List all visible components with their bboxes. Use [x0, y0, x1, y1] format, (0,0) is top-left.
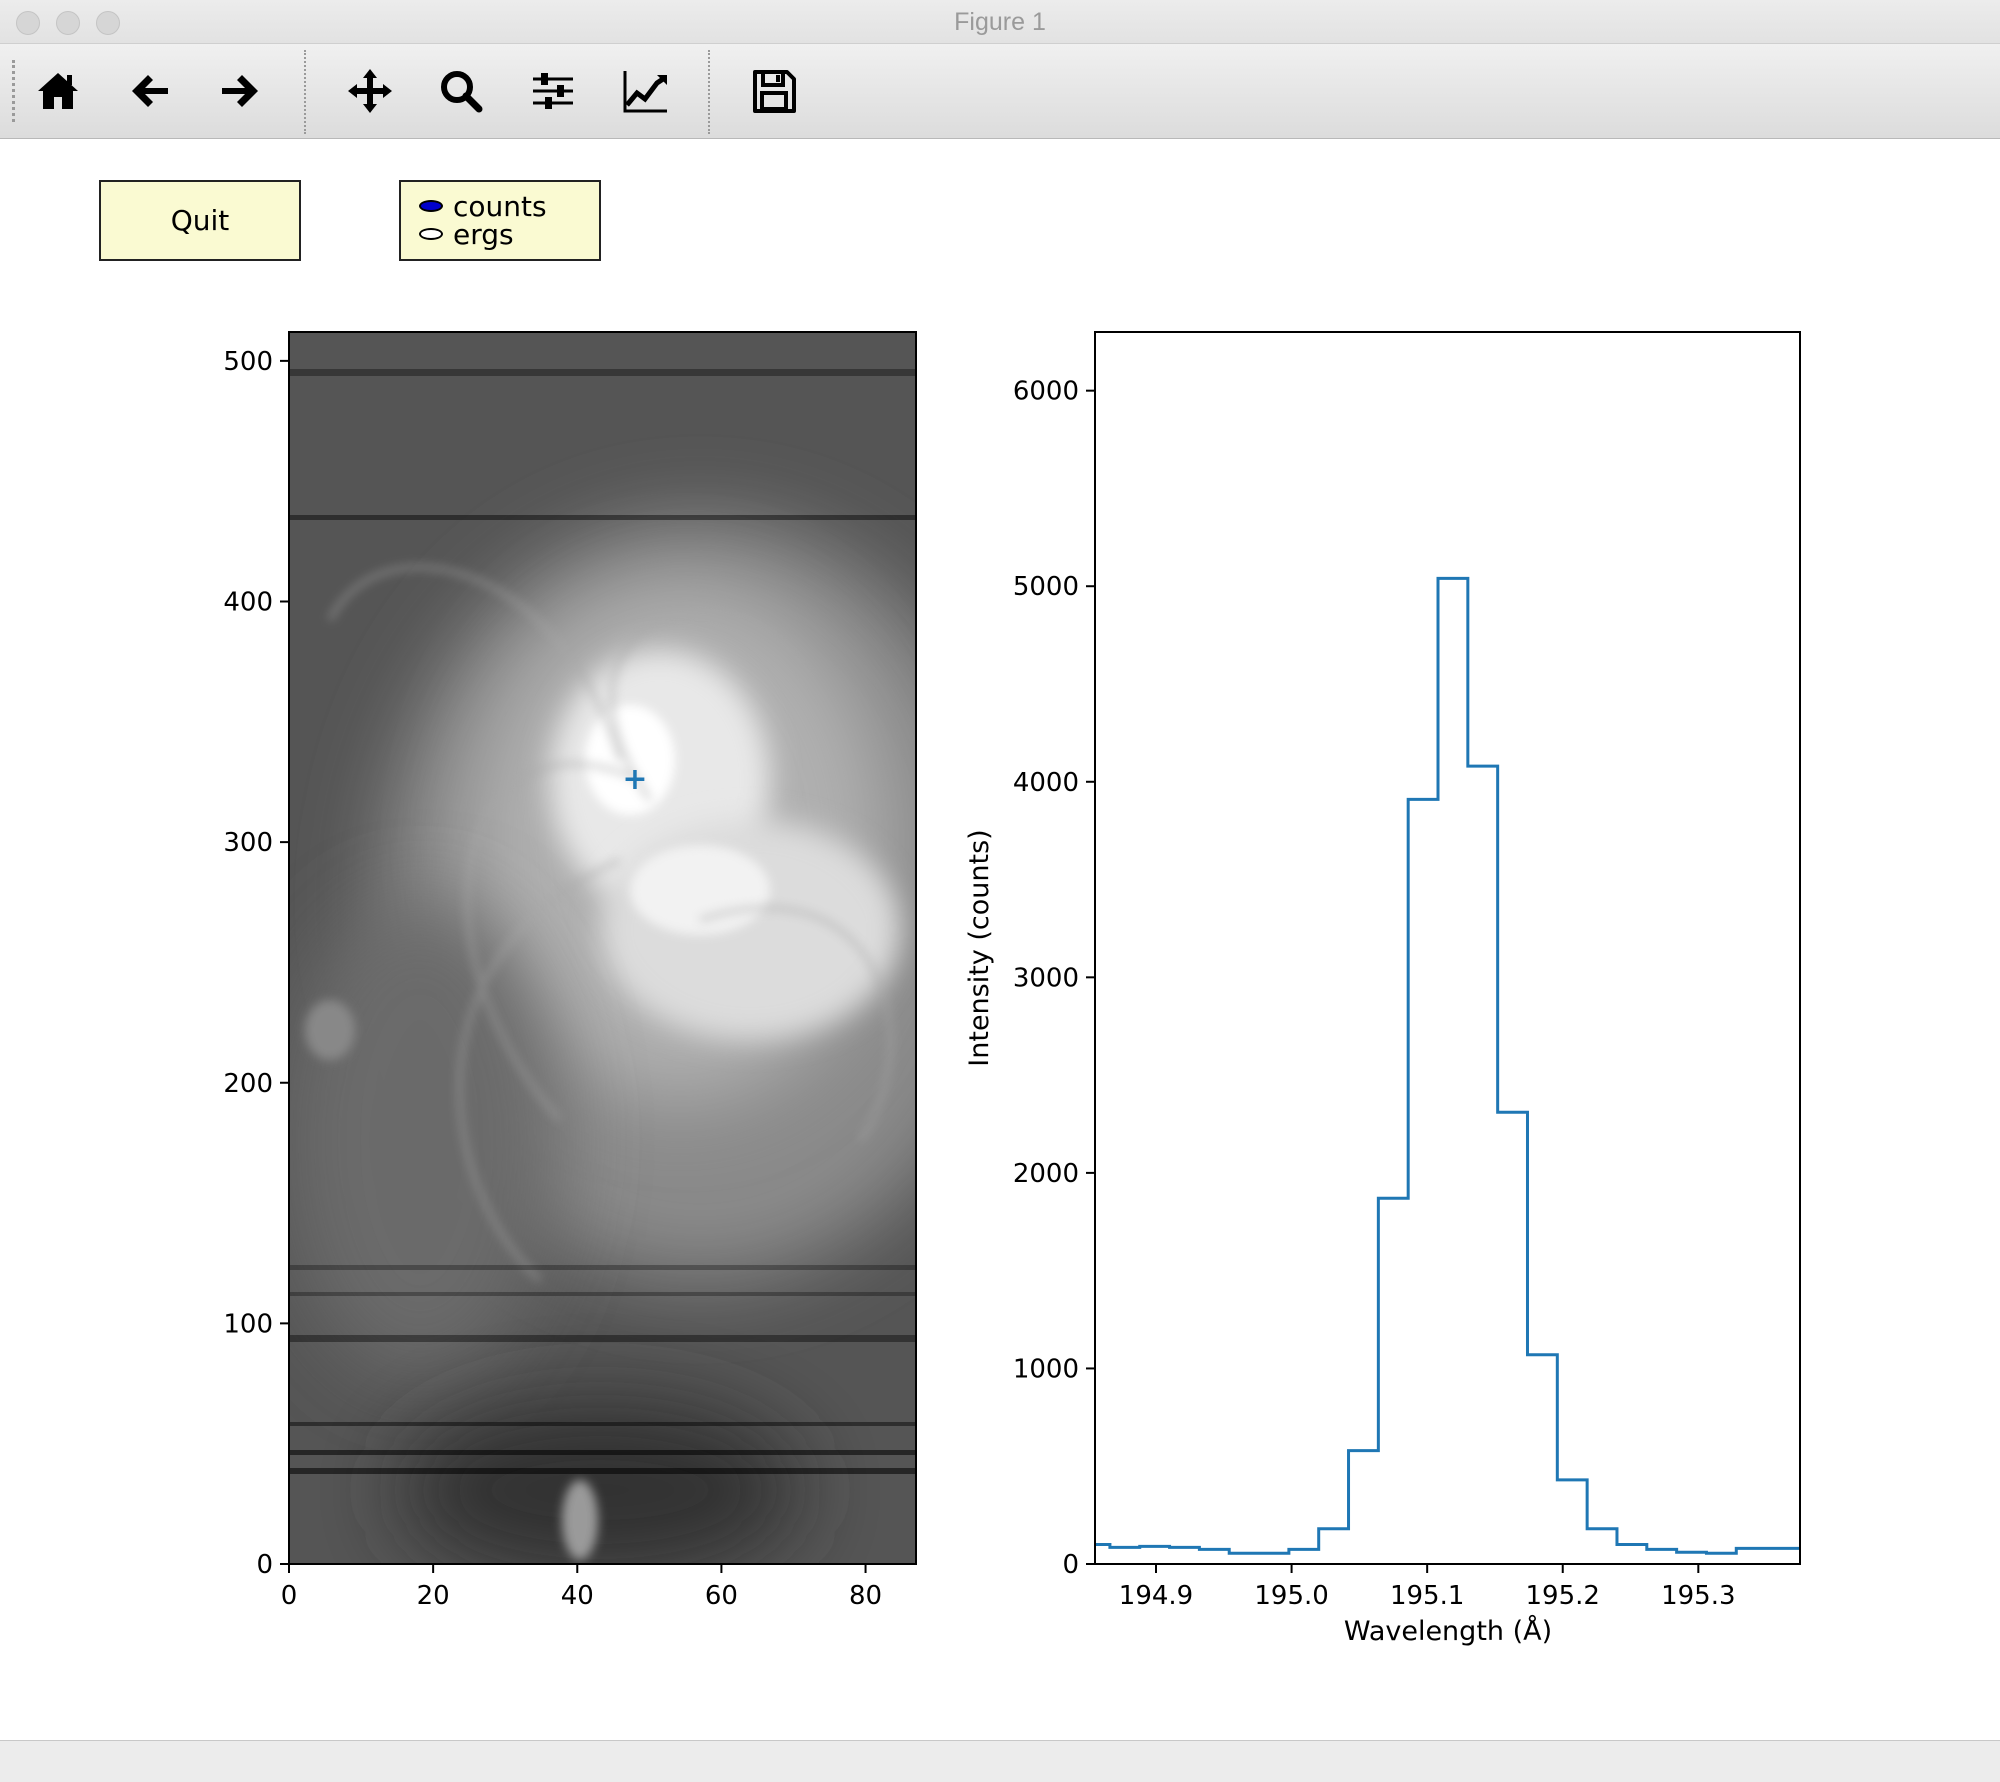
spectrum-y-tick-label: 5000: [1013, 572, 1079, 602]
spectrum-y-tick-label: 0: [1062, 1550, 1079, 1580]
image-x-tick-label: 20: [417, 1581, 450, 1611]
image-y-tick-label: 400: [223, 588, 273, 618]
image-y-tick-label: 0: [256, 1550, 273, 1580]
image-y-tick-label: 200: [223, 1069, 273, 1099]
spectrum-x-tick-label: 194.9: [1119, 1581, 1193, 1611]
spectrum-axes-frame: [1094, 331, 1801, 1565]
save-button[interactable]: [744, 62, 804, 120]
home-icon: [38, 73, 78, 109]
spectrum-y-tick-label: 1000: [1013, 1354, 1079, 1384]
spectrum-y-tick-label: 2000: [1013, 1159, 1079, 1189]
close-window-button[interactable]: [16, 11, 40, 35]
minimize-window-button[interactable]: [56, 11, 80, 35]
radio-label-ergs: ergs: [453, 217, 514, 251]
edit-axes-button[interactable]: [615, 62, 675, 120]
image-axes-frame: [288, 331, 917, 1565]
configure-subplots-button[interactable]: [523, 62, 583, 120]
toolbar-grip: [12, 60, 15, 122]
home-button[interactable]: [28, 62, 88, 120]
radio-dot-unselected: [419, 228, 443, 240]
quit-button[interactable]: Quit: [99, 180, 301, 261]
image-y-tick-label: 100: [223, 1309, 273, 1339]
spectrum-x-tick-label: 195.0: [1254, 1581, 1328, 1611]
zoom-magnifier-icon: [441, 71, 483, 113]
spectrum-plot[interactable]: 194.9 195.0 195.1 195.2 195.3 0 1000 2000 3000 4…: [964, 331, 1801, 1647]
spectrum-y-tick-label: 6000: [1013, 377, 1079, 407]
radio-label-counts: counts: [453, 189, 547, 223]
image-x-tick-label: 0: [281, 1581, 298, 1611]
image-plot[interactable]: 0 20 40 60 80 0 100 200 300 400 500 +: [223, 331, 1020, 1611]
pan-button[interactable]: [340, 62, 400, 120]
window-title: Figure 1: [954, 8, 1046, 36]
back-arrow-icon: [132, 75, 168, 107]
window-titlebar: Figure 1: [0, 0, 2000, 44]
image-y-tick-label: 500: [223, 347, 273, 377]
spectrum-y-tick-label: 3000: [1013, 963, 1079, 993]
image-x-axis: 0 20 40 60 80: [281, 1564, 882, 1611]
selected-pixel-marker: +: [622, 762, 647, 797]
subplots-sliders-icon: [533, 73, 573, 109]
toolbar-separator: [304, 50, 306, 134]
quit-button-label: Quit: [170, 204, 230, 237]
spectrum-y-axis: 0 1000 2000 3000 4000 5000 6000: [1013, 377, 1095, 1580]
zoom-button[interactable]: [431, 62, 491, 120]
save-floppy-icon: [753, 70, 796, 113]
spectrum-y-axis-label: Intensity (counts): [964, 829, 995, 1066]
forward-arrow-icon: [222, 75, 258, 107]
image-x-tick-label: 60: [705, 1581, 738, 1611]
forward-button[interactable]: [210, 62, 270, 120]
spectrum-x-tick-label: 195.1: [1390, 1581, 1464, 1611]
units-radio-group: counts ergs: [399, 180, 601, 261]
image-y-axis: 0 100 200 300 400 500: [223, 347, 289, 1580]
radio-dot-selected: [419, 200, 443, 212]
zoom-window-button[interactable]: [96, 11, 120, 35]
spectrum-x-tick-label: 195.2: [1526, 1581, 1600, 1611]
pan-move-icon: [348, 69, 392, 113]
spectrum-series-line: [1095, 576, 1800, 1555]
navigation-toolbar: [0, 44, 2000, 139]
solar-image: [289, 332, 916, 1564]
edit-axes-icon: [623, 71, 667, 113]
toolbar-separator: [708, 50, 710, 134]
radio-option-counts[interactable]: counts: [419, 189, 547, 223]
radio-option-ergs[interactable]: ergs: [419, 217, 514, 251]
image-x-tick-label: 40: [561, 1581, 594, 1611]
back-button[interactable]: [120, 62, 180, 120]
image-y-tick-label: 300: [223, 828, 273, 858]
image-x-tick-label: 80: [849, 1581, 882, 1611]
spectrum-y-tick-label: 4000: [1013, 768, 1079, 798]
spectrum-x-tick-label: 195.3: [1661, 1581, 1735, 1611]
detector-stripes: [289, 369, 916, 1474]
spectrum-x-axis: 194.9 195.0 195.1 195.2 195.3: [1119, 1564, 1736, 1611]
status-bar: [0, 1740, 2000, 1782]
spectrum-x-axis-label: Wavelength (Å): [1344, 1615, 1552, 1647]
